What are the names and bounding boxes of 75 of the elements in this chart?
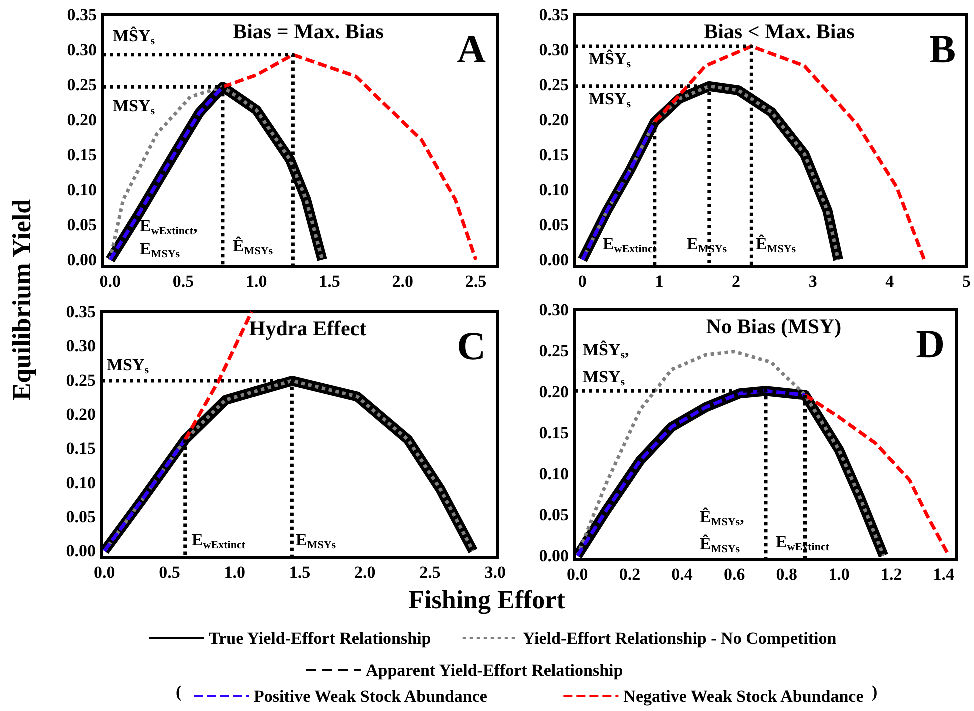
x-tick-label: 0.5	[172, 272, 194, 291]
x-axis-title: Fishing Effort	[408, 586, 566, 614]
y-tick-label: 0.25	[539, 76, 569, 94]
text: )	[872, 682, 878, 702]
x-tick-label: 1.2	[880, 565, 902, 584]
legend-label: Positive Weak Stock Abundance	[254, 687, 488, 706]
x-tick-label: 3	[808, 272, 818, 291]
y-tick-label: 0.05	[539, 216, 569, 234]
y-tick-label: 0.30	[67, 40, 97, 60]
y-tick-label: 0.30	[66, 336, 96, 356]
y-tick-label: 0.10	[539, 180, 569, 200]
x-tick-label: 0	[578, 272, 587, 291]
y-tick-label: 0.10	[66, 473, 96, 492]
x-tick-label: 0.0	[94, 563, 116, 582]
y-tick-label: 0.05	[66, 508, 96, 526]
x-tick-label: 5	[962, 272, 971, 291]
x-tick-label: 2.0	[354, 563, 376, 582]
x-tick-label: 1.0	[828, 565, 850, 584]
chart-subtitle: A	[457, 26, 486, 72]
legend-label: True Yield-Effort Relationship	[209, 629, 432, 648]
y-tick-label: 0.10	[539, 464, 569, 484]
x-tick-label: 0.5	[159, 563, 180, 582]
y-tick-label: 0.10	[67, 180, 97, 200]
y-tick-label: 0.00	[539, 250, 569, 270]
y-tick-label: 0.15	[67, 146, 97, 164]
x-tick-label: 3.0	[484, 563, 506, 582]
x-tick-label: 1	[655, 272, 664, 291]
x-tick-label: 1.5	[289, 563, 311, 582]
chart-title: Hydra Effect	[249, 316, 367, 340]
y-tick-label: 0.20	[539, 110, 569, 130]
x-tick-label: 0.8	[776, 565, 798, 584]
y-tick-label: 0.05	[539, 505, 569, 524]
x-tick-label: 0.4	[672, 565, 694, 584]
y-tick-label: 0.15	[66, 439, 96, 458]
x-tick-label: 1.5	[319, 272, 340, 291]
y-tick-label: 0.05	[67, 216, 97, 234]
x-tick-label: 2	[732, 272, 741, 291]
y-tick-label: 0.35	[66, 302, 96, 322]
x-tick-label: 1.0	[224, 563, 246, 582]
legend-label: Yield-Effort Relationship - No Competition	[522, 629, 838, 648]
y-tick-label: 0.15	[539, 423, 569, 442]
chart-title: Bias < Max. Bias	[704, 20, 855, 44]
x-tick-label: 0.6	[724, 565, 746, 584]
y-tick-label: 0.25	[539, 341, 569, 360]
x-tick-label: 1.0	[246, 272, 268, 291]
chart-subtitle: B	[929, 26, 956, 72]
y-tick-label: 0.25	[67, 76, 97, 94]
x-tick-label: 0.2	[619, 565, 641, 584]
y-tick-label: 0.25	[66, 370, 96, 390]
y-tick-label: 0.30	[539, 300, 569, 320]
y-tick-label: 0.20	[539, 382, 569, 402]
y-tick-label: 0.35	[67, 6, 97, 24]
x-tick-label: 0.0	[566, 565, 588, 584]
legend-label: Negative Weak Stock Abundance	[624, 687, 864, 706]
y-tick-label: 0.20	[67, 110, 97, 130]
text: (	[176, 682, 182, 702]
x-tick-label: 1.4	[933, 565, 956, 584]
x-tick-label: 2.0	[392, 272, 414, 291]
chart-title: No Bias (MSY)	[706, 314, 842, 338]
x-tick-label: 0.0	[100, 272, 121, 291]
y-axis-title: Equilibrium Yield	[8, 198, 36, 401]
y-tick-label: 0.00	[539, 546, 569, 566]
x-tick-label: 2.5	[420, 563, 441, 582]
y-tick-label: 0.15	[539, 146, 569, 164]
legend-title: Apparent Yield-Effort Relationship	[366, 661, 624, 680]
chart-subtitle: D	[916, 322, 945, 366]
y-tick-label: 0.00	[67, 250, 97, 270]
y-tick-label: 0.20	[66, 405, 96, 424]
chart-subtitle: C	[457, 324, 486, 368]
y-tick-label: 0.30	[539, 40, 569, 60]
x-tick-label: 4	[886, 272, 895, 291]
x-tick-label: 2.5	[465, 272, 487, 291]
chart-title: Bias = Max. Bias	[233, 20, 384, 44]
y-tick-label: 0.35	[539, 6, 569, 24]
y-tick-label: 0.00	[66, 542, 96, 561]
